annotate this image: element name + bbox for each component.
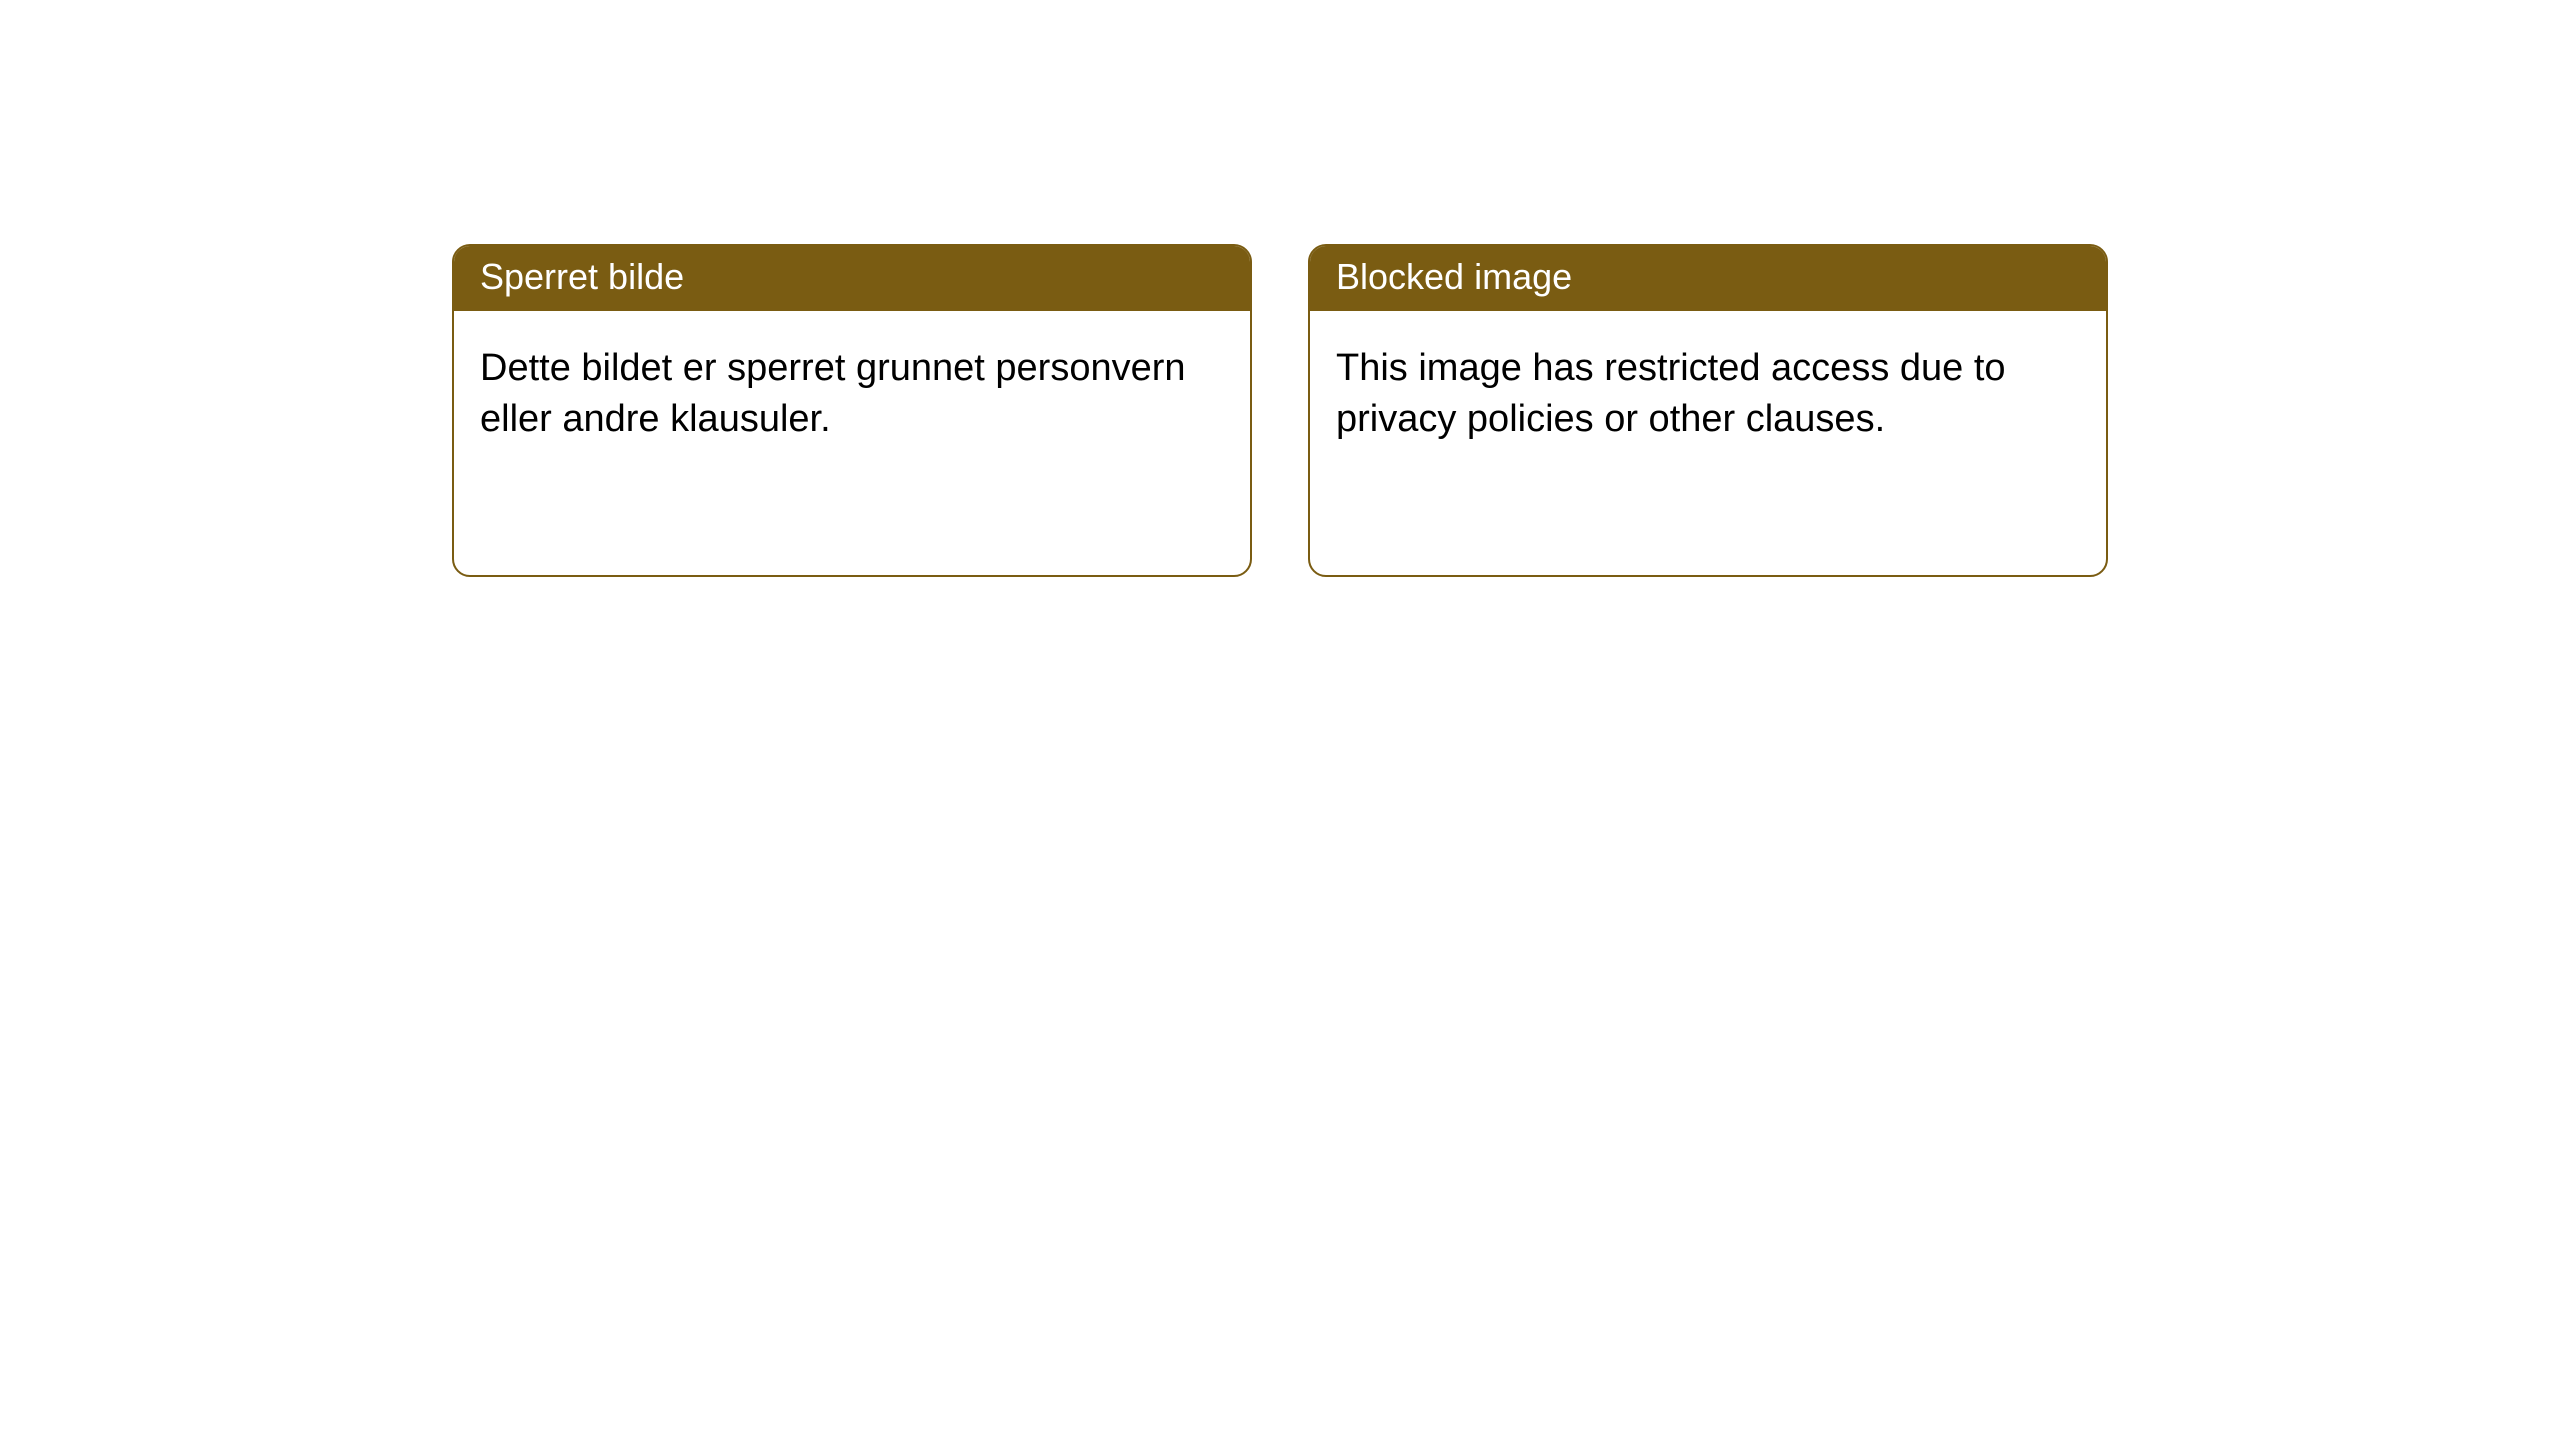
notice-body: Dette bildet er sperret grunnet personve… [454, 311, 1250, 472]
notice-card-english: Blocked image This image has restricted … [1308, 244, 2108, 577]
notice-body: This image has restricted access due to … [1310, 311, 2106, 472]
notice-header: Sperret bilde [454, 246, 1250, 311]
notice-container: Sperret bilde Dette bildet er sperret gr… [0, 0, 2560, 577]
notice-header: Blocked image [1310, 246, 2106, 311]
notice-card-norwegian: Sperret bilde Dette bildet er sperret gr… [452, 244, 1252, 577]
